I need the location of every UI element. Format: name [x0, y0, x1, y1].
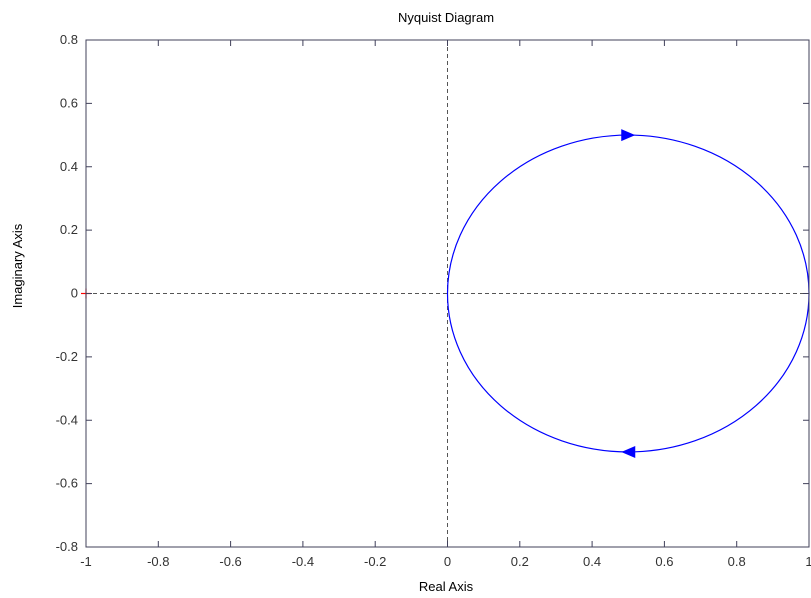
plot-layer: -1 -0.8 -0.6 -0.4 -0.2 0 0.2 0.4 0.6 0.8 1-0.8-0.6…	[56, 32, 811, 569]
x-tick-label: -0.6	[219, 554, 241, 569]
x-tick-label: 0.8	[728, 554, 746, 569]
y-axis-label: Imaginary Axis	[10, 223, 25, 308]
x-tick-label: 0.2	[511, 554, 529, 569]
x-tick-label: 1	[805, 554, 811, 569]
x-tick-label: -0.8	[147, 554, 169, 569]
x-axis-label: Real Axis	[419, 579, 474, 594]
x-tick-label: 0	[444, 554, 451, 569]
y-tick-label: 0.4	[60, 159, 78, 174]
x-tick-label: -1	[80, 554, 92, 569]
y-tick-label: 0.2	[60, 222, 78, 237]
direction-arrow-left	[621, 445, 636, 458]
y-tick-label: 0.8	[60, 32, 78, 47]
x-tick-label: -0.2	[364, 554, 386, 569]
y-tick-label: -0.6	[56, 476, 78, 491]
y-tick-label: -0.4	[56, 412, 78, 427]
x-tick-label: -0.4	[292, 554, 314, 569]
y-tick-label: -0.2	[56, 349, 78, 364]
y-tick-label: -0.8	[56, 539, 78, 554]
chart-title: Nyquist Diagram	[398, 10, 494, 25]
y-tick-label: 0	[71, 286, 78, 301]
x-tick-label: 0.4	[583, 554, 601, 569]
direction-arrow-right	[621, 129, 636, 142]
x-tick-label: 0.6	[655, 554, 673, 569]
y-tick-label: 0.6	[60, 95, 78, 110]
